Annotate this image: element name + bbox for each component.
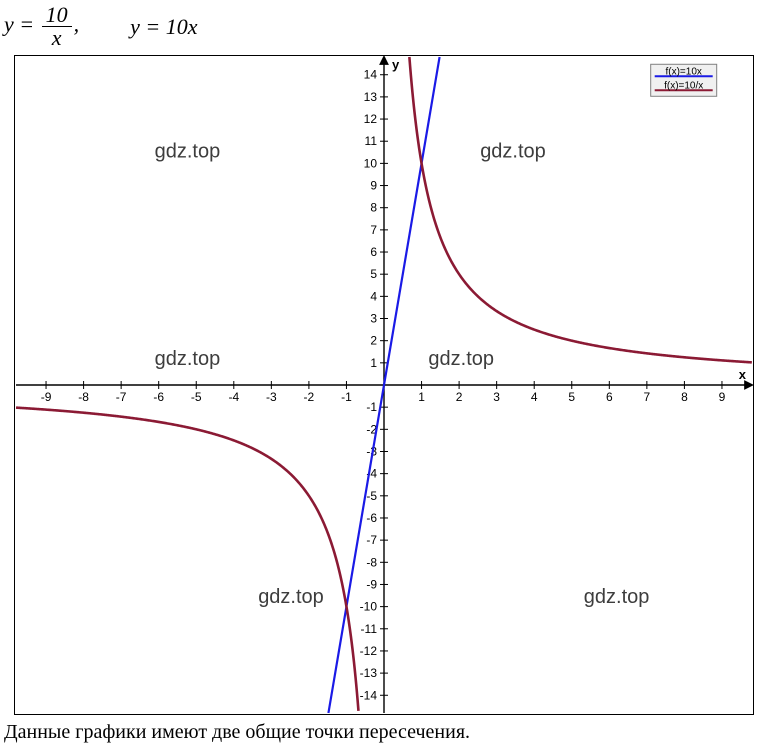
eq1-fraction: 10 x: [42, 4, 72, 49]
svg-text:-8: -8: [78, 390, 89, 404]
svg-text:-13: -13: [360, 666, 378, 680]
svg-text:4: 4: [370, 289, 377, 303]
svg-text:f(x)=10x: f(x)=10x: [665, 66, 701, 77]
watermark-text: gdz.top: [584, 586, 650, 608]
svg-text:-2: -2: [304, 390, 315, 404]
svg-text:x: x: [739, 367, 747, 382]
caption-text: Данные графики имеют две общие точки пер…: [0, 715, 768, 750]
svg-text:5: 5: [370, 267, 377, 281]
svg-text:6: 6: [370, 245, 377, 259]
svg-text:-7: -7: [116, 390, 127, 404]
svg-text:f(x)=10/x: f(x)=10/x: [664, 80, 703, 91]
svg-text:-7: -7: [366, 533, 377, 547]
svg-text:11: 11: [365, 134, 378, 148]
svg-text:10: 10: [364, 156, 378, 170]
svg-text:2: 2: [370, 334, 377, 348]
svg-text:1: 1: [418, 390, 425, 404]
svg-text:-14: -14: [360, 688, 378, 702]
watermark-text: gdz.top: [155, 140, 221, 162]
svg-text:-3: -3: [266, 390, 277, 404]
svg-text:-11: -11: [361, 622, 378, 636]
svg-text:y: y: [392, 57, 400, 72]
svg-text:3: 3: [370, 312, 377, 326]
svg-text:4: 4: [531, 390, 538, 404]
chart-container: -9-8-7-6-5-4-3-2-1123456789-14-13-12-11-…: [0, 55, 768, 715]
svg-text:-12: -12: [360, 644, 378, 658]
svg-text:-5: -5: [191, 390, 202, 404]
equations-row: y = 10 x , y = 10x: [0, 0, 768, 55]
svg-text:6: 6: [606, 390, 613, 404]
svg-text:-9: -9: [41, 390, 52, 404]
svg-text:14: 14: [364, 68, 378, 82]
svg-text:-1: -1: [341, 390, 352, 404]
svg-text:7: 7: [370, 223, 377, 237]
svg-text:-8: -8: [366, 555, 377, 569]
watermark-text: gdz.top: [428, 348, 494, 370]
equation-2: y = 10x: [130, 14, 197, 40]
svg-text:3: 3: [493, 390, 500, 404]
svg-text:-1: -1: [366, 400, 377, 414]
svg-text:9: 9: [719, 390, 726, 404]
equation-1: y = 10 x ,: [4, 4, 79, 49]
svg-text:8: 8: [370, 201, 377, 215]
svg-text:-6: -6: [153, 390, 164, 404]
svg-text:9: 9: [370, 179, 377, 193]
watermark-text: gdz.top: [480, 140, 546, 162]
svg-text:7: 7: [644, 390, 651, 404]
svg-text:-6: -6: [366, 511, 377, 525]
svg-text:8: 8: [681, 390, 688, 404]
watermark-text: gdz.top: [258, 586, 324, 608]
eq1-lhs: y =: [4, 12, 34, 37]
svg-text:5: 5: [568, 390, 575, 404]
svg-text:2: 2: [456, 390, 463, 404]
svg-text:13: 13: [364, 90, 378, 104]
watermark-text: gdz.top: [155, 348, 221, 370]
eq1-numerator: 10: [42, 4, 72, 27]
svg-text:12: 12: [364, 112, 378, 126]
svg-text:-9: -9: [366, 577, 377, 591]
chart-legend: f(x)=10x f(x)=10/x: [651, 64, 717, 96]
svg-text:-5: -5: [366, 489, 377, 503]
function-chart: -9-8-7-6-5-4-3-2-1123456789-14-13-12-11-…: [14, 55, 754, 715]
svg-text:-4: -4: [228, 390, 239, 404]
eq1-denominator: x: [42, 27, 72, 49]
svg-text:-10: -10: [360, 600, 378, 614]
svg-text:1: 1: [370, 356, 377, 370]
eq1-trail: ,: [74, 12, 80, 37]
